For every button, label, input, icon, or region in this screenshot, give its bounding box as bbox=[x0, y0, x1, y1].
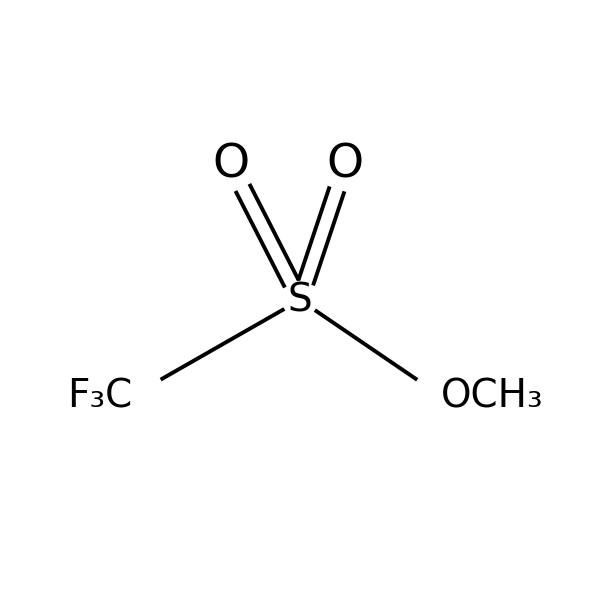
Text: F₃C: F₃C bbox=[67, 377, 132, 415]
Text: S: S bbox=[287, 281, 313, 319]
Text: O: O bbox=[212, 142, 250, 187]
Text: OCH₃: OCH₃ bbox=[441, 377, 544, 415]
Text: O: O bbox=[326, 142, 364, 187]
